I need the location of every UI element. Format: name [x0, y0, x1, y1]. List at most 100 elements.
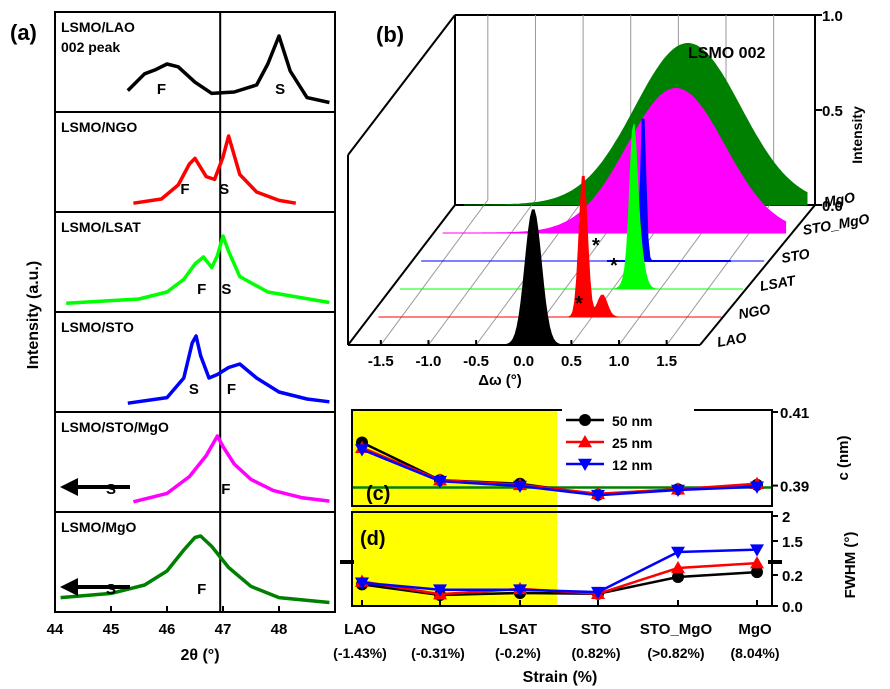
panel-a-x-axis: 44 45 46 47 48 [47, 606, 288, 638]
series-group [355, 436, 764, 503]
peak-label: S [275, 81, 285, 98]
x-tick-label: 46 [159, 621, 176, 638]
x-tick-label: 44 [47, 621, 64, 638]
y-tick-label: 0.2 [782, 568, 803, 585]
panel-a-y-label: Intensity (a.u.) [25, 261, 42, 369]
panel-a-subplot-3: LSMO/STO S F [54, 311, 336, 413]
arrow-head-icon [60, 578, 78, 596]
peak-label: F [180, 181, 189, 198]
category-strain-label: (-0.31%) [411, 645, 465, 661]
z-tick-label: 0.0 [822, 198, 843, 215]
panel-a-series-name: LSMO/NGO [61, 119, 137, 135]
peak-area-ngo [378, 175, 722, 318]
data-point-triangle-down [671, 484, 685, 498]
legend-label: 12 nm [612, 457, 652, 473]
panel-b-x-axis: -1.5 -1.0 -0.5 0.0 0.5 1.0 1.5 [368, 340, 677, 370]
panel-cd: (c) (d) 0.39 0.41 0.0 0.2 1.5 2 LAO (-1.43%) N… [333, 405, 859, 686]
panel-b-title: LSMO 002 [688, 45, 765, 62]
depth-category-label: NGO [737, 301, 771, 322]
panel-a-subplot-frame [54, 511, 336, 613]
peak-label: F [197, 581, 206, 598]
x-tick-label: -1.5 [368, 353, 394, 370]
panel-c-y-axis: 0.39 0.41 [772, 405, 809, 496]
depth-category-label: LSAT [759, 272, 798, 294]
panel-a-subplot-0: LSMO/LAO 002 peak F S [54, 11, 336, 113]
panel-c-label: (c) [366, 483, 390, 505]
x-tick-label: 1.5 [656, 353, 677, 370]
x-tick-label: 45 [103, 621, 120, 638]
peak-label: S [106, 481, 116, 498]
highlight-region [352, 410, 557, 606]
panel-b-asterisk-3: * [575, 293, 583, 315]
series-line-12-nm [361, 448, 758, 497]
panel-b-x-label: Δω (°) [478, 372, 522, 389]
panel-a-series-name: LSMO/STO [61, 319, 134, 335]
data-point-triangle-down [433, 584, 447, 597]
peak-area-lsat [399, 123, 743, 290]
data-point-triangle-down [750, 481, 764, 494]
z-tick-label: 1.0 [822, 8, 843, 25]
peak-label: F [221, 481, 230, 498]
panel-a-x-label: 2θ (°) [180, 647, 219, 664]
data-point-triangle-down [513, 480, 527, 493]
series-line-lsmo-sto [127, 334, 330, 405]
peak-label: S [219, 181, 229, 198]
legend-label: 50 nm [612, 413, 652, 429]
z-tick-label: 0.5 [822, 103, 843, 120]
y-tick-label: 0.39 [780, 479, 809, 496]
data-point-triangle-down [591, 586, 605, 600]
category-label: LAO [344, 621, 376, 638]
panel-b: (b) -1.5 -1.0 -0.5 0.0 0.5 1.0 1.5 0.0 0.5 1.0 L… [347, 8, 871, 389]
peak-area-lao [357, 209, 700, 346]
category-strain-label: (-0.2%) [495, 645, 541, 661]
category-label: LSAT [499, 621, 537, 638]
legend: 50 nm 25 nm 12 nm [562, 406, 694, 474]
data-point-triangle-down [671, 546, 685, 560]
x-tick-label: 1.0 [609, 353, 630, 370]
data-point-circle [751, 566, 763, 579]
series-line-lsmo-mgo [60, 534, 330, 605]
panel-a-subplot-1: LSMO/NGO F S [54, 111, 336, 213]
legend-marker-circle [579, 414, 591, 426]
legend-marker-triangle-down [578, 458, 592, 471]
depth-category-label: STO [780, 245, 811, 266]
peak-area-sto-mgo [442, 88, 787, 234]
panel-a-subplot-2: LSMO/LSAT F S [54, 211, 336, 313]
peak-label: S [221, 281, 231, 298]
panel-d-frame [351, 511, 773, 607]
data-point-triangle-down [750, 544, 764, 557]
panel-a-series-name: LSMO/STO/MgO [61, 419, 169, 435]
panel-b-asterisk-2: * [610, 255, 618, 277]
panel-d-plot [355, 544, 764, 601]
peak-label: F [197, 281, 206, 298]
panel-a-label: (a) [10, 20, 37, 45]
panel-a-series-name: LSMO/LSAT [61, 219, 141, 235]
legend-marker-triangle-up [578, 435, 592, 448]
peak-label: S [189, 381, 199, 398]
y-tick-label: 0.0 [782, 599, 803, 616]
data-point-circle [672, 571, 684, 583]
panel-b-z-axis: 0.0 0.5 1.0 [815, 8, 843, 215]
series-line-lsmo-lsat [66, 234, 330, 305]
panel-b-label: (b) [376, 22, 404, 47]
panel-c-plot [352, 436, 772, 503]
panel-b-z-label: Intensity [849, 106, 865, 164]
peak-label: F [227, 381, 236, 398]
panel-a-series-subtitle: 002 peak [61, 39, 120, 55]
category-strain-label: (0.82%) [571, 645, 620, 661]
depth-category-label: LAO [716, 329, 748, 350]
panel-a-series-name: LSMO/LAO [61, 19, 135, 35]
x-tick-label: 48 [271, 621, 288, 638]
panel-b-peaks [357, 43, 808, 346]
category-label: MgO [738, 621, 772, 638]
x-tick-label: -1.0 [416, 353, 442, 370]
grid-line [428, 199, 536, 346]
x-tick-label: 47 [215, 621, 232, 638]
data-point-triangle-down [591, 489, 605, 503]
category-strain-label: (>0.82%) [647, 645, 704, 661]
y-tick-label: 1.5 [782, 534, 803, 551]
panel-d-x-label: Strain (%) [523, 669, 598, 686]
panel-a-subplot-5: LSMO/MgO S F [54, 511, 336, 613]
